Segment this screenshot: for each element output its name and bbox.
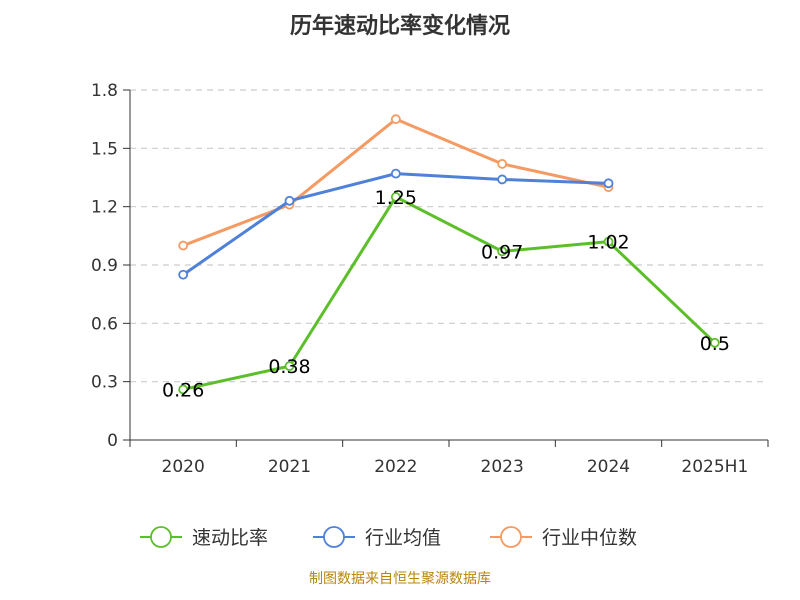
data-point — [497, 174, 508, 185]
legend-label[interactable]: 行业中位数 — [542, 527, 637, 549]
data-point — [390, 192, 401, 202]
chart-title: 历年速动比率变化情况 — [289, 14, 510, 39]
series-line — [182, 195, 716, 391]
legend-label[interactable]: 速动比率 — [192, 527, 268, 549]
x-tick-label: 2021 — [268, 457, 311, 477]
axes: 0 0.3 0.6 0.9 1.2 1.5 1.8 2020 2021 2022 2023 2024 2… — [91, 81, 769, 477]
data-label: 0.26 — [162, 379, 204, 401]
data-point — [709, 337, 720, 348]
data-labels: 0.26 0.38 1.25 0.97 1.02 0.5 — [162, 187, 730, 402]
source-note: 制图数据来自恒生聚源数据库 — [309, 571, 491, 587]
legend-marker — [500, 526, 522, 548]
data-point — [178, 269, 189, 280]
gridlines — [130, 89, 768, 383]
data-point — [390, 114, 401, 125]
x-tick-label: 2022 — [374, 457, 417, 477]
legend-marker — [150, 526, 172, 548]
legend-marker — [323, 526, 345, 548]
data-point — [603, 236, 614, 247]
data-point — [284, 361, 295, 372]
data-label: 0.5 — [700, 333, 730, 355]
y-tick-label: 0 — [107, 431, 118, 451]
y-tick-label: 1.5 — [91, 139, 118, 159]
data-label: 1.02 — [587, 232, 629, 254]
x-tick-label: 2023 — [481, 457, 524, 477]
x-tick-label: 2020 — [162, 457, 205, 477]
data-label: 1.25 — [375, 187, 417, 209]
y-tick-label: 0.6 — [91, 314, 118, 334]
y-tick-label: 1.8 — [91, 81, 118, 101]
data-label: 0.38 — [268, 356, 310, 378]
data-point — [284, 195, 295, 206]
data-point — [390, 168, 401, 179]
data-point — [178, 384, 189, 395]
x-tick-label: 2024 — [587, 457, 630, 477]
data-point — [603, 178, 614, 189]
data-point — [178, 240, 189, 251]
y-tick-label: 0.3 — [91, 373, 118, 393]
y-tick-label: 1.2 — [91, 198, 118, 218]
data-point — [497, 158, 508, 169]
data-label: 0.97 — [481, 241, 523, 263]
legend[interactable]: 速动比率 行业均值 行业中位数 — [140, 526, 637, 549]
y-tick-label: 0.9 — [91, 256, 118, 276]
x-tick-label: 2025H1 — [681, 457, 748, 477]
series-lines — [178, 114, 720, 395]
data-point — [497, 246, 508, 257]
legend-label[interactable]: 行业均值 — [365, 527, 441, 549]
